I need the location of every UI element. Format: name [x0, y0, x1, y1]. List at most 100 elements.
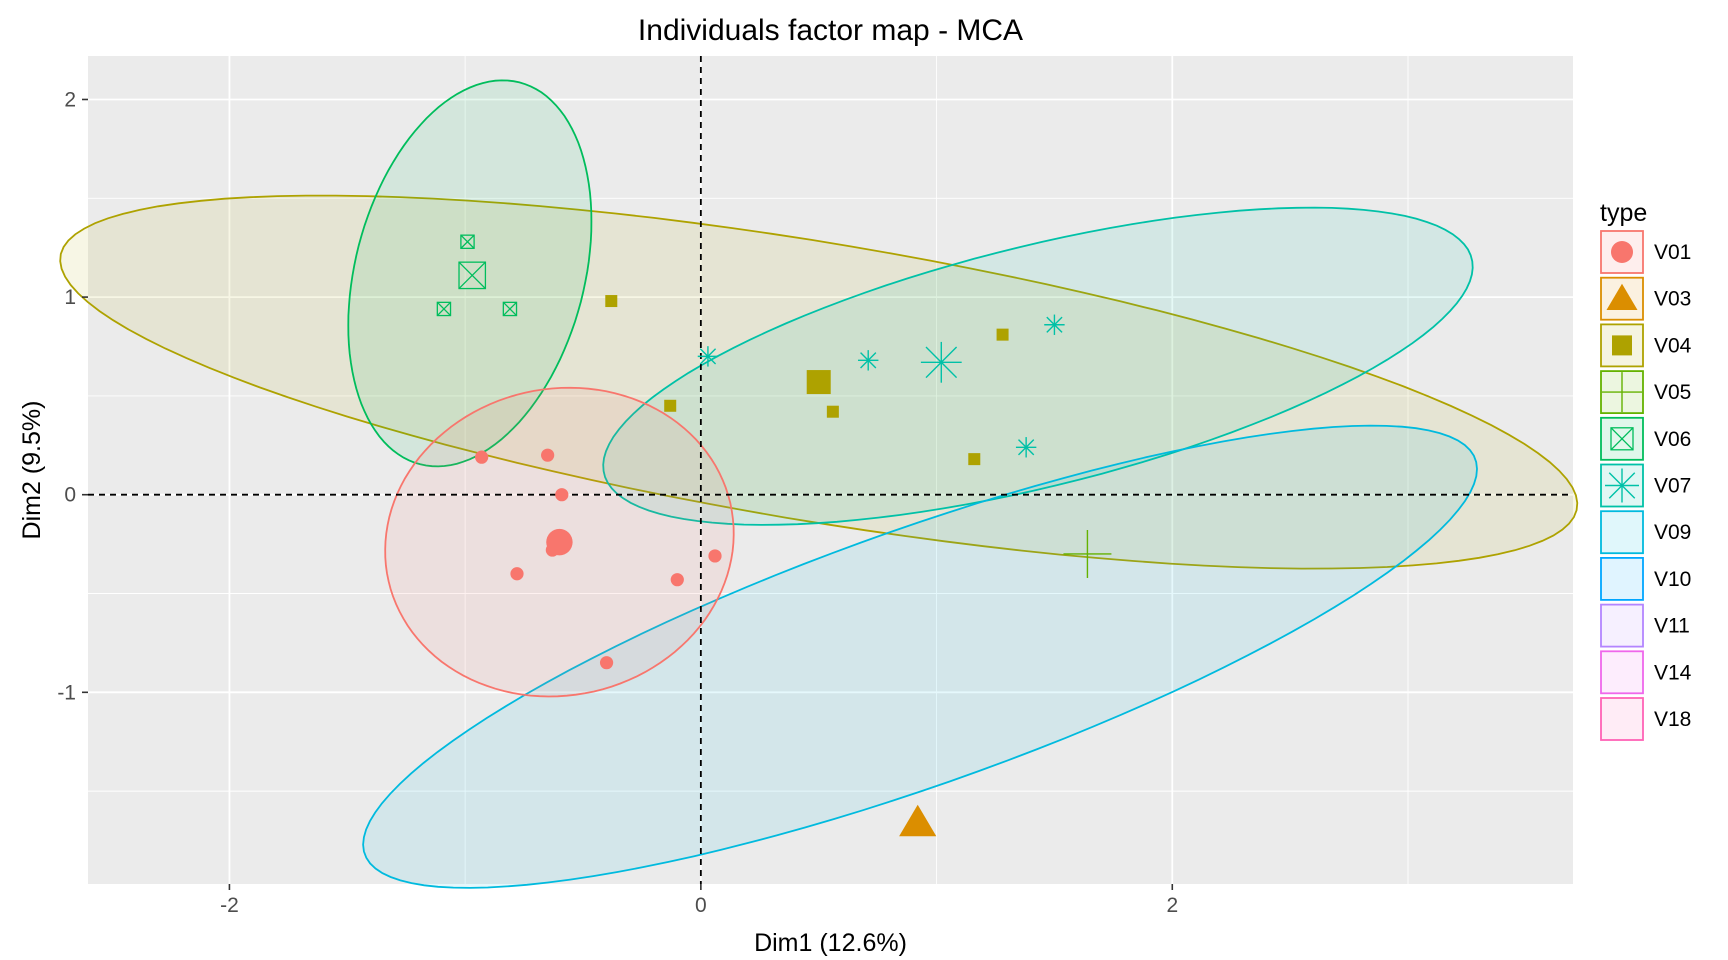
centroid-v01 — [546, 528, 573, 556]
centroid-v05 — [1063, 529, 1112, 578]
marker-square — [664, 399, 677, 412]
legend-key-bg — [1601, 511, 1643, 554]
marker-x2 — [458, 261, 486, 290]
legend-label: V14 — [1654, 661, 1692, 684]
legend-label: V09 — [1654, 521, 1691, 544]
y-tick-label: 2 — [64, 88, 76, 111]
legend-marker-triangle — [1606, 283, 1638, 310]
centroid-v03 — [899, 804, 937, 837]
point-v04 — [826, 405, 839, 418]
series-v07 — [697, 314, 1065, 458]
marker-circle — [599, 656, 614, 670]
data-points — [436, 234, 1112, 837]
point-v07 — [858, 350, 879, 371]
marker-square — [1612, 335, 1632, 356]
series-v06 — [436, 234, 518, 317]
marker-square — [996, 328, 1009, 341]
legend-key — [1600, 603, 1644, 648]
marker-x2 — [502, 301, 517, 317]
point-v06 — [502, 301, 518, 317]
series-v01 — [475, 448, 722, 670]
legend-label: V11 — [1654, 615, 1690, 638]
marker-circle — [510, 567, 524, 581]
marker-box — [460, 234, 475, 250]
x-axis-title: Dim1 (12.6%) — [754, 929, 907, 957]
marker-triangle — [1606, 283, 1638, 310]
series-v03 — [899, 804, 937, 837]
legend-key — [1600, 323, 1644, 368]
ellipse-v07 — [602, 206, 1474, 526]
legend-label: V06 — [1654, 428, 1691, 451]
legend-item-v04: V04 — [1600, 323, 1692, 368]
legend-item-v01: V01 — [1600, 230, 1691, 274]
series-v05 — [1063, 529, 1112, 578]
legend-key — [1600, 416, 1644, 461]
legend-item-v18: V18 — [1600, 697, 1691, 741]
legend-key-bg — [1601, 604, 1643, 647]
legend-marker-plus — [1602, 372, 1642, 413]
legend-key — [1600, 650, 1644, 695]
legend: type V01 V03 V04 V05 V06 V07 V09 V10 V11 V14 V18 — [1600, 199, 1692, 741]
x-tick-label: 0 — [695, 894, 707, 917]
point-v01 — [510, 567, 524, 581]
x-tick-label: 2 — [1166, 894, 1178, 917]
legend-key-bg — [1601, 651, 1643, 694]
legend-marker-circle — [1611, 241, 1633, 263]
legend-marker-boxed-x — [1610, 427, 1634, 451]
legend-item-v05: V05 — [1600, 370, 1691, 415]
marker-x2 — [1610, 427, 1634, 451]
centroid-v07 — [920, 341, 962, 383]
point-v06 — [436, 301, 452, 317]
point-v07 — [697, 346, 719, 367]
legend-key — [1600, 557, 1644, 601]
marker-box — [458, 261, 487, 290]
legend-item-v09: V09 — [1600, 510, 1691, 555]
point-v01 — [555, 488, 569, 502]
marker-x2 — [436, 301, 451, 317]
legend-title: type — [1600, 199, 1647, 227]
legend-label: V18 — [1654, 708, 1691, 731]
point-v07 — [1044, 314, 1065, 335]
legend-key-bg — [1601, 698, 1643, 740]
marker-circle — [1611, 241, 1633, 263]
x-tick-label: -2 — [220, 894, 239, 917]
legend-key — [1600, 510, 1644, 555]
legend-item-v03: V03 — [1600, 276, 1691, 321]
legend-item-v11: V11 — [1600, 603, 1690, 648]
point-v01 — [599, 656, 614, 670]
marker-box — [502, 301, 518, 317]
centroid-v06 — [458, 261, 487, 290]
legend-item-v10: V10 — [1600, 557, 1691, 601]
marker-square — [968, 453, 981, 466]
legend-item-v06: V06 — [1600, 416, 1691, 461]
legend-label: V05 — [1654, 381, 1691, 404]
marker-circle — [546, 528, 573, 556]
y-tick-label: 0 — [64, 484, 76, 507]
marker-triangle — [899, 804, 937, 837]
legend-marker-square — [1612, 335, 1632, 356]
marker-circle — [670, 573, 684, 587]
point-v07 — [1015, 437, 1037, 458]
series-v04 — [605, 295, 1009, 466]
centroid-v04 — [806, 370, 831, 395]
point-v01 — [708, 549, 722, 563]
marker-box — [436, 301, 452, 317]
plot-panel — [88, 56, 1573, 884]
ellipse-v10 — [362, 424, 1478, 889]
marker-x2 — [460, 234, 475, 249]
point-v04 — [968, 453, 981, 466]
legend-key-bg — [1601, 557, 1643, 600]
legend-label: V03 — [1654, 288, 1691, 311]
y-axis-title: Dim2 (9.5%) — [18, 401, 46, 540]
point-v01 — [670, 573, 684, 587]
legend-label: V07 — [1654, 475, 1691, 498]
marker-circle — [555, 488, 569, 502]
point-v01 — [475, 450, 489, 464]
point-v01 — [541, 448, 555, 462]
point-v04 — [996, 328, 1009, 341]
marker-square — [806, 370, 831, 395]
marker-square — [605, 295, 618, 308]
legend-key — [1600, 697, 1644, 741]
legend-label: V04 — [1654, 334, 1692, 357]
y-tick-label: -1 — [57, 681, 76, 704]
